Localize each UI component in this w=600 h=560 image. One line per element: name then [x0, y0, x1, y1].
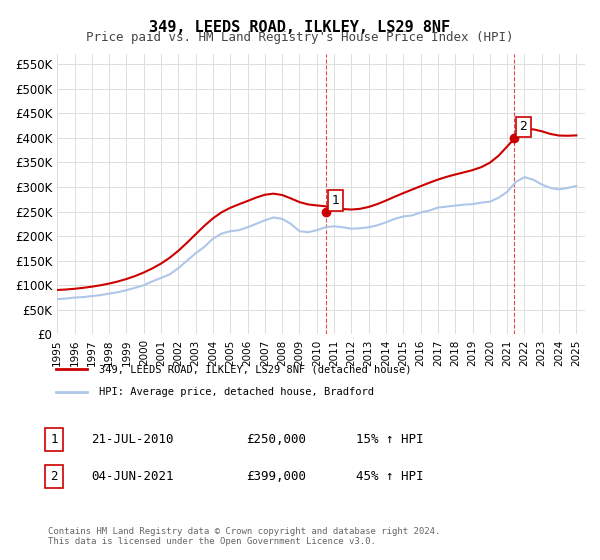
Text: 1: 1 [332, 194, 340, 207]
Text: 15% ↑ HPI: 15% ↑ HPI [356, 433, 424, 446]
Text: 2: 2 [520, 120, 527, 133]
Text: Price paid vs. HM Land Registry's House Price Index (HPI): Price paid vs. HM Land Registry's House … [86, 31, 514, 44]
Text: £399,000: £399,000 [246, 469, 306, 483]
Text: 349, LEEDS ROAD, ILKLEY, LS29 8NF (detached house): 349, LEEDS ROAD, ILKLEY, LS29 8NF (detac… [98, 364, 411, 374]
Text: 2: 2 [50, 469, 58, 483]
Text: Contains HM Land Registry data © Crown copyright and database right 2024.
This d: Contains HM Land Registry data © Crown c… [48, 526, 440, 546]
Text: HPI: Average price, detached house, Bradford: HPI: Average price, detached house, Brad… [98, 388, 374, 398]
Text: 1: 1 [50, 433, 58, 446]
Text: 21-JUL-2010: 21-JUL-2010 [91, 433, 173, 446]
Text: 45% ↑ HPI: 45% ↑ HPI [356, 469, 424, 483]
Text: £250,000: £250,000 [246, 433, 306, 446]
Text: 349, LEEDS ROAD, ILKLEY, LS29 8NF: 349, LEEDS ROAD, ILKLEY, LS29 8NF [149, 20, 451, 35]
Text: 04-JUN-2021: 04-JUN-2021 [91, 469, 173, 483]
